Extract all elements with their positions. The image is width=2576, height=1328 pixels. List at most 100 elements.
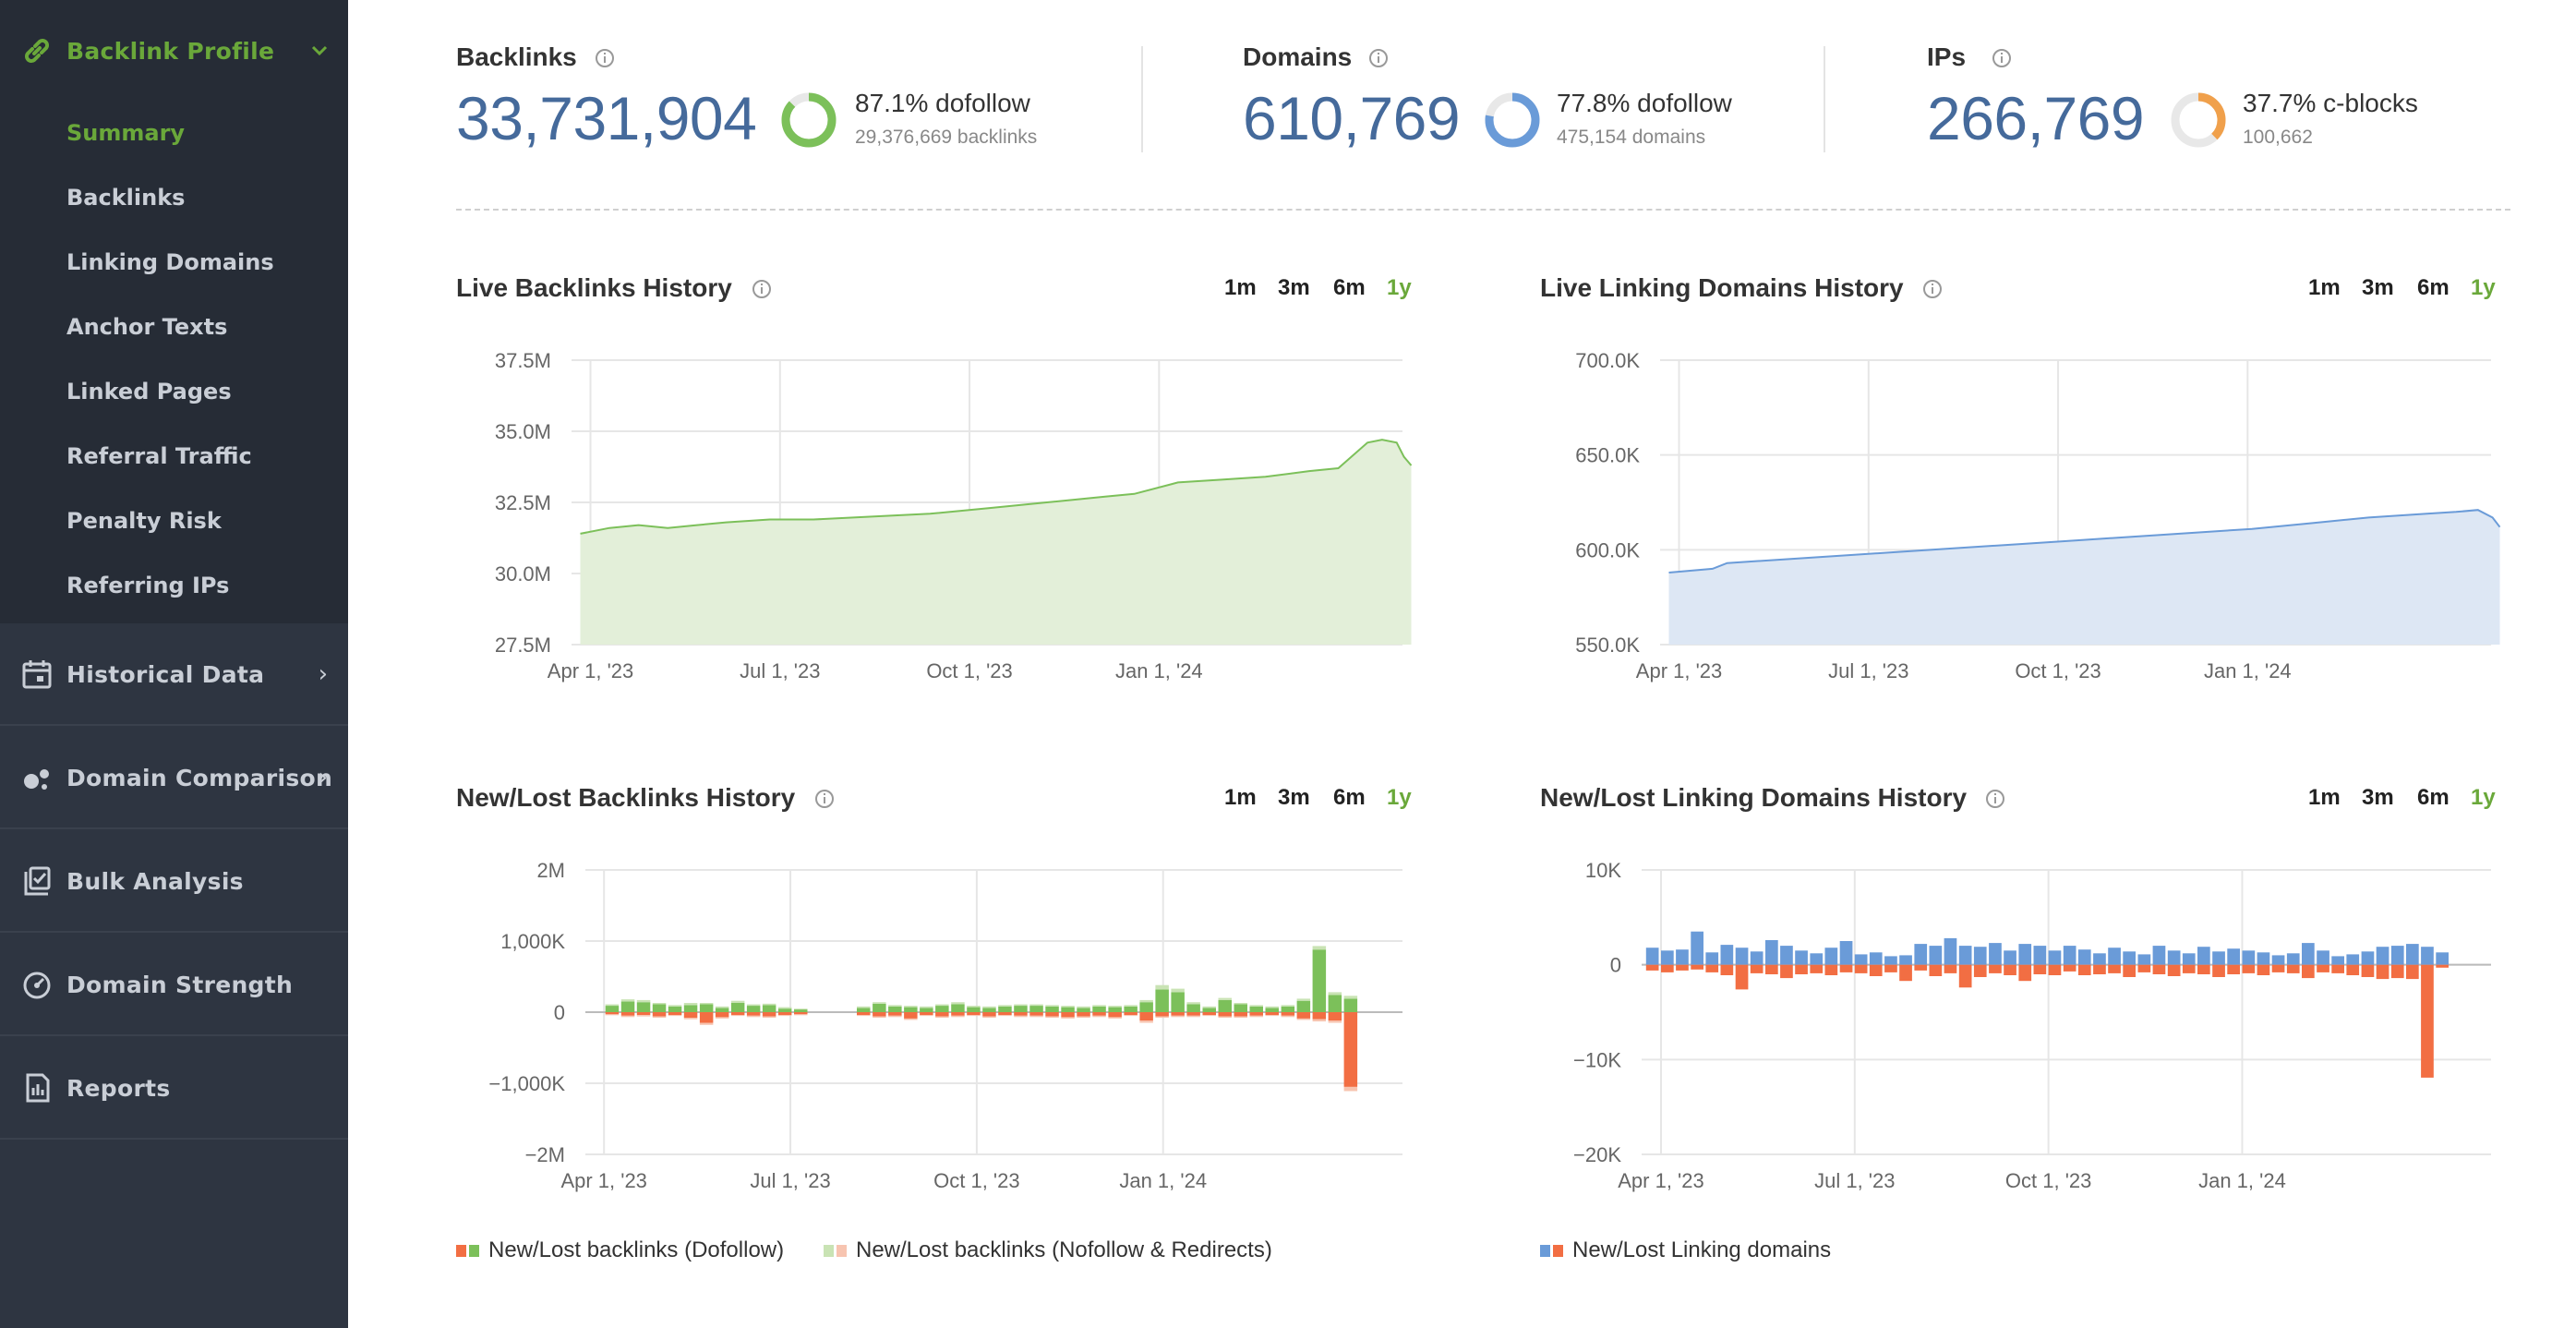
bar-lost <box>1735 964 1749 990</box>
bar-new <box>2317 950 2329 965</box>
info-icon[interactable] <box>1922 279 1943 299</box>
bar-lost <box>2257 964 2270 975</box>
sidebar-section-historical-data[interactable]: Historical Data › <box>0 651 348 697</box>
bar-lost <box>1234 1012 1247 1017</box>
y-tick-label: 650.0K <box>1575 444 1640 467</box>
info-icon[interactable] <box>1368 48 1389 68</box>
chart-title: Live Linking Domains History <box>1540 273 1904 302</box>
range-3m[interactable]: 3m <box>1278 275 1310 300</box>
sidebar-item-referral-traffic[interactable]: Referral Traffic <box>66 443 252 469</box>
donut-chart <box>781 92 837 148</box>
bar-lost <box>1139 1020 1153 1023</box>
bar-lost <box>1839 964 1853 972</box>
sidebar-section-domain-comparison[interactable]: Domain Comparison › <box>0 755 348 801</box>
bar-lost <box>762 1016 776 1019</box>
bar-new <box>2331 956 2344 965</box>
bar-new <box>2346 954 2360 965</box>
bar-new <box>2271 955 2285 965</box>
bubbles-icon <box>24 769 49 790</box>
bar-lost <box>746 1012 761 1016</box>
bar-new <box>2048 950 2062 965</box>
sidebar-item-referring-ips[interactable]: Referring IPs <box>66 573 230 598</box>
bar-new <box>1944 937 1957 965</box>
sidebar-item-anchor-texts[interactable]: Anchor Texts <box>66 314 228 340</box>
bar-new <box>2302 943 2315 965</box>
sidebar-item-backlinks[interactable]: Backlinks <box>66 185 186 211</box>
range-3m[interactable]: 3m <box>1278 785 1310 810</box>
range-6m[interactable]: 6m <box>2417 785 2450 810</box>
range-3m[interactable]: 3m <box>2362 785 2394 810</box>
bar-new <box>605 1004 620 1006</box>
bar-lost <box>1029 1015 1043 1018</box>
bar-new <box>683 1003 698 1006</box>
legend-dofollow: New/Lost backlinks (Dofollow) <box>456 1237 784 1263</box>
sidebar-item-linking-domains[interactable]: Linking Domains <box>66 249 274 275</box>
bar-lost <box>1218 1012 1232 1017</box>
bar-lost <box>1281 1012 1295 1016</box>
range-6m[interactable]: 6m <box>1333 785 1366 810</box>
bar-new <box>2361 951 2375 965</box>
bar-lost <box>2286 964 2300 973</box>
x-tick-label: Jan 1, '24 <box>2204 659 2292 682</box>
range-1y[interactable]: 1y <box>2471 275 2496 300</box>
bar-lost <box>967 1015 981 1017</box>
bar-new <box>636 1002 651 1012</box>
legend-swatch <box>469 1244 479 1257</box>
sidebar-section-label: Bulk Analysis <box>66 867 244 895</box>
sidebar-item-summary[interactable]: Summary <box>66 120 186 146</box>
sidebar-item-linked-pages[interactable]: Linked Pages <box>66 379 232 404</box>
range-6m[interactable]: 6m <box>1333 275 1366 300</box>
sidebar-item-penalty-risk[interactable]: Penalty Risk <box>66 508 222 534</box>
info-icon[interactable] <box>595 48 615 68</box>
bar-new <box>1720 945 1734 965</box>
range-1m[interactable]: 1m <box>2308 785 2341 810</box>
bar-new <box>2406 944 2419 965</box>
bar-lost <box>2167 964 2181 976</box>
bar-lost <box>1124 1012 1138 1016</box>
range-1m[interactable]: 1m <box>2308 275 2341 300</box>
bar-new <box>967 1006 981 1008</box>
bar-lost <box>746 1015 761 1018</box>
donut-arc <box>2171 92 2226 148</box>
range-1y[interactable]: 1y <box>1387 785 1412 810</box>
sidebar-section-backlink-profile[interactable]: Backlink Profile <box>0 28 348 74</box>
range-6m[interactable]: 6m <box>2417 275 2450 300</box>
info-icon[interactable] <box>752 279 772 299</box>
bar-lost <box>1973 964 1987 977</box>
sidebar-section-reports[interactable]: Reports <box>0 1065 348 1111</box>
bar-new <box>998 1006 1012 1012</box>
donut-chart <box>1485 92 1540 148</box>
range-1m[interactable]: 1m <box>1224 275 1257 300</box>
bar-lost <box>1092 1012 1106 1016</box>
stat-subtext: 29,376,669 backlinks <box>855 127 1038 148</box>
bar-new <box>2077 949 2091 965</box>
info-icon[interactable] <box>1992 48 2012 68</box>
bar-lost <box>2004 964 2016 975</box>
sidebar-section-label: Backlink Profile <box>66 37 275 65</box>
bar-new <box>794 1008 808 1012</box>
range-1y[interactable]: 1y <box>2471 785 2496 810</box>
donut-chart <box>2171 92 2226 148</box>
bar-new <box>715 1008 729 1012</box>
bar-new <box>699 1004 714 1012</box>
bar-new <box>1899 955 1912 965</box>
range-3m[interactable]: 3m <box>2362 275 2394 300</box>
sidebar-section-domain-strength[interactable]: Domain Strength <box>0 961 348 1008</box>
bar-lost <box>605 1014 620 1016</box>
sidebar-section-bulk-analysis[interactable]: Bulk Analysis <box>0 858 348 904</box>
bar-new <box>668 1005 682 1007</box>
range-1m[interactable]: 1m <box>1224 785 1257 810</box>
bar-new <box>1824 948 1838 965</box>
bar-new <box>2390 946 2404 965</box>
bar-new <box>1045 1005 1059 1007</box>
info-icon[interactable] <box>1985 789 2005 809</box>
bar-new <box>935 1004 949 1006</box>
bar-lost <box>2018 964 2032 982</box>
bar-new <box>794 1008 808 1010</box>
bar-new <box>904 1007 918 1012</box>
bar-lost <box>1171 1015 1185 1018</box>
range-1y[interactable]: 1y <box>1387 275 1412 300</box>
bar-lost <box>762 1012 776 1017</box>
info-icon[interactable] <box>814 789 835 809</box>
bar-lost <box>1824 964 1838 975</box>
